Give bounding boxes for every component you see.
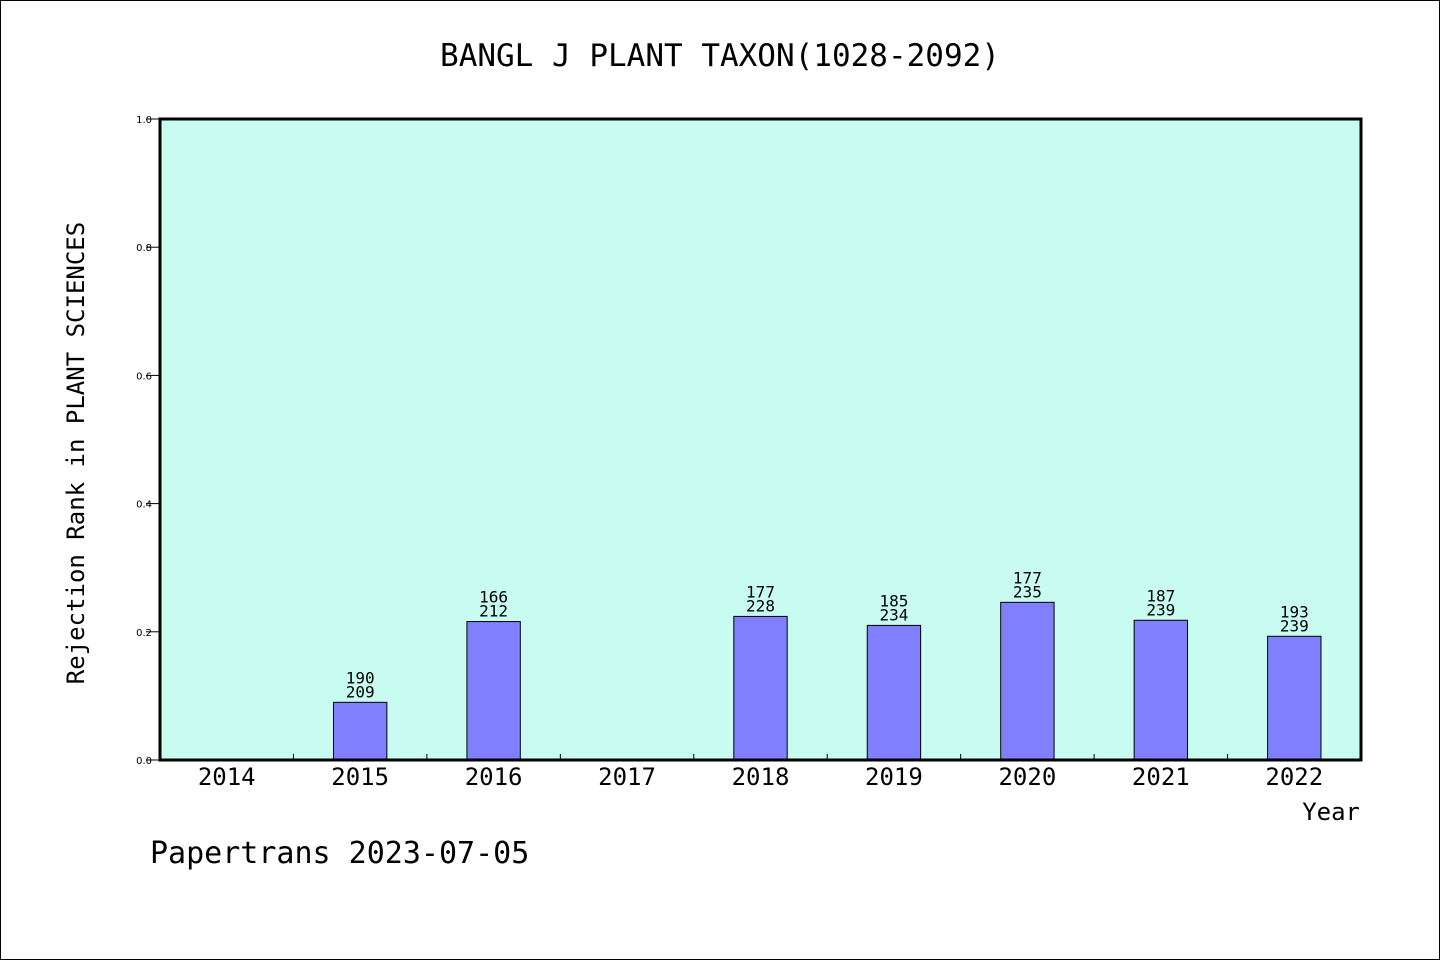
bar-label-top-2022: 193 [1280,602,1309,621]
bar-label-top-2019: 185 [879,591,908,610]
y-tick-label-0.2: 0.2 [136,628,152,639]
x-axis-label: Year [1302,798,1360,826]
bar-2022 [1267,635,1322,761]
bar-label-top-2021: 187 [1146,586,1175,605]
bar-2018 [733,615,788,761]
bar-label-bottom-2016: 212 [479,602,508,621]
x-ticks-group: 2014 2015 2016 2017 2018 2019 2020 2021 2022 [198,754,1323,791]
y-axis-label: Rejection Rank in PLANT SCIENCES [62,222,90,684]
bar-label-bottom-2020: 235 [1013,582,1042,601]
x-tick-label-2021: 2021 [1132,763,1190,791]
y-tick-label-0.6: 0.6 [136,371,152,382]
x-tick-label-2014: 2014 [198,763,256,791]
bar-label-bottom-2018: 228 [746,596,775,615]
plot-border [158,117,1363,762]
bar-label-top-2020: 177 [1013,568,1042,587]
y-ticks-group: 0.0 0.2 0.4 0.6 0.8 1.0 [136,115,160,767]
footer-text: Papertrans 2023-07-05 [150,836,529,871]
bar-label-bottom-2022: 239 [1280,616,1309,635]
bar-label-bottom-2019: 234 [879,605,908,624]
x-tick-label-2015: 2015 [331,763,389,791]
bar-label-bottom-2015: 209 [346,682,375,701]
bars-group [332,601,1322,761]
x-tick-label-2020: 2020 [998,763,1056,791]
y-tick-label-1.0: 1.0 [136,115,152,126]
chart-title: BANGL J PLANT TAXON(1028-2092) [440,38,1000,74]
bar-label-top-2015: 190 [346,668,375,687]
bar-2016 [466,621,521,761]
bar-2019 [866,624,922,761]
x-tick-label-2022: 2022 [1265,763,1323,791]
y-tick-label-0.8: 0.8 [136,243,152,254]
x-tick-label-2018: 2018 [732,763,790,791]
bar-2020 [1000,601,1055,761]
x-tick-label-2019: 2019 [865,763,923,791]
bar-2015 [332,701,388,761]
bar-label-top-2018: 177 [746,582,775,601]
bar-2021 [1133,619,1189,761]
bar-label-bottom-2021: 239 [1146,600,1175,619]
bar-label-top-2016: 166 [479,588,508,607]
x-tick-label-2017: 2017 [598,763,656,791]
x-tick-label-2016: 2016 [465,763,523,791]
y-tick-label-0.4: 0.4 [136,500,152,511]
y-tick-label-0.0: 0.0 [136,756,152,767]
